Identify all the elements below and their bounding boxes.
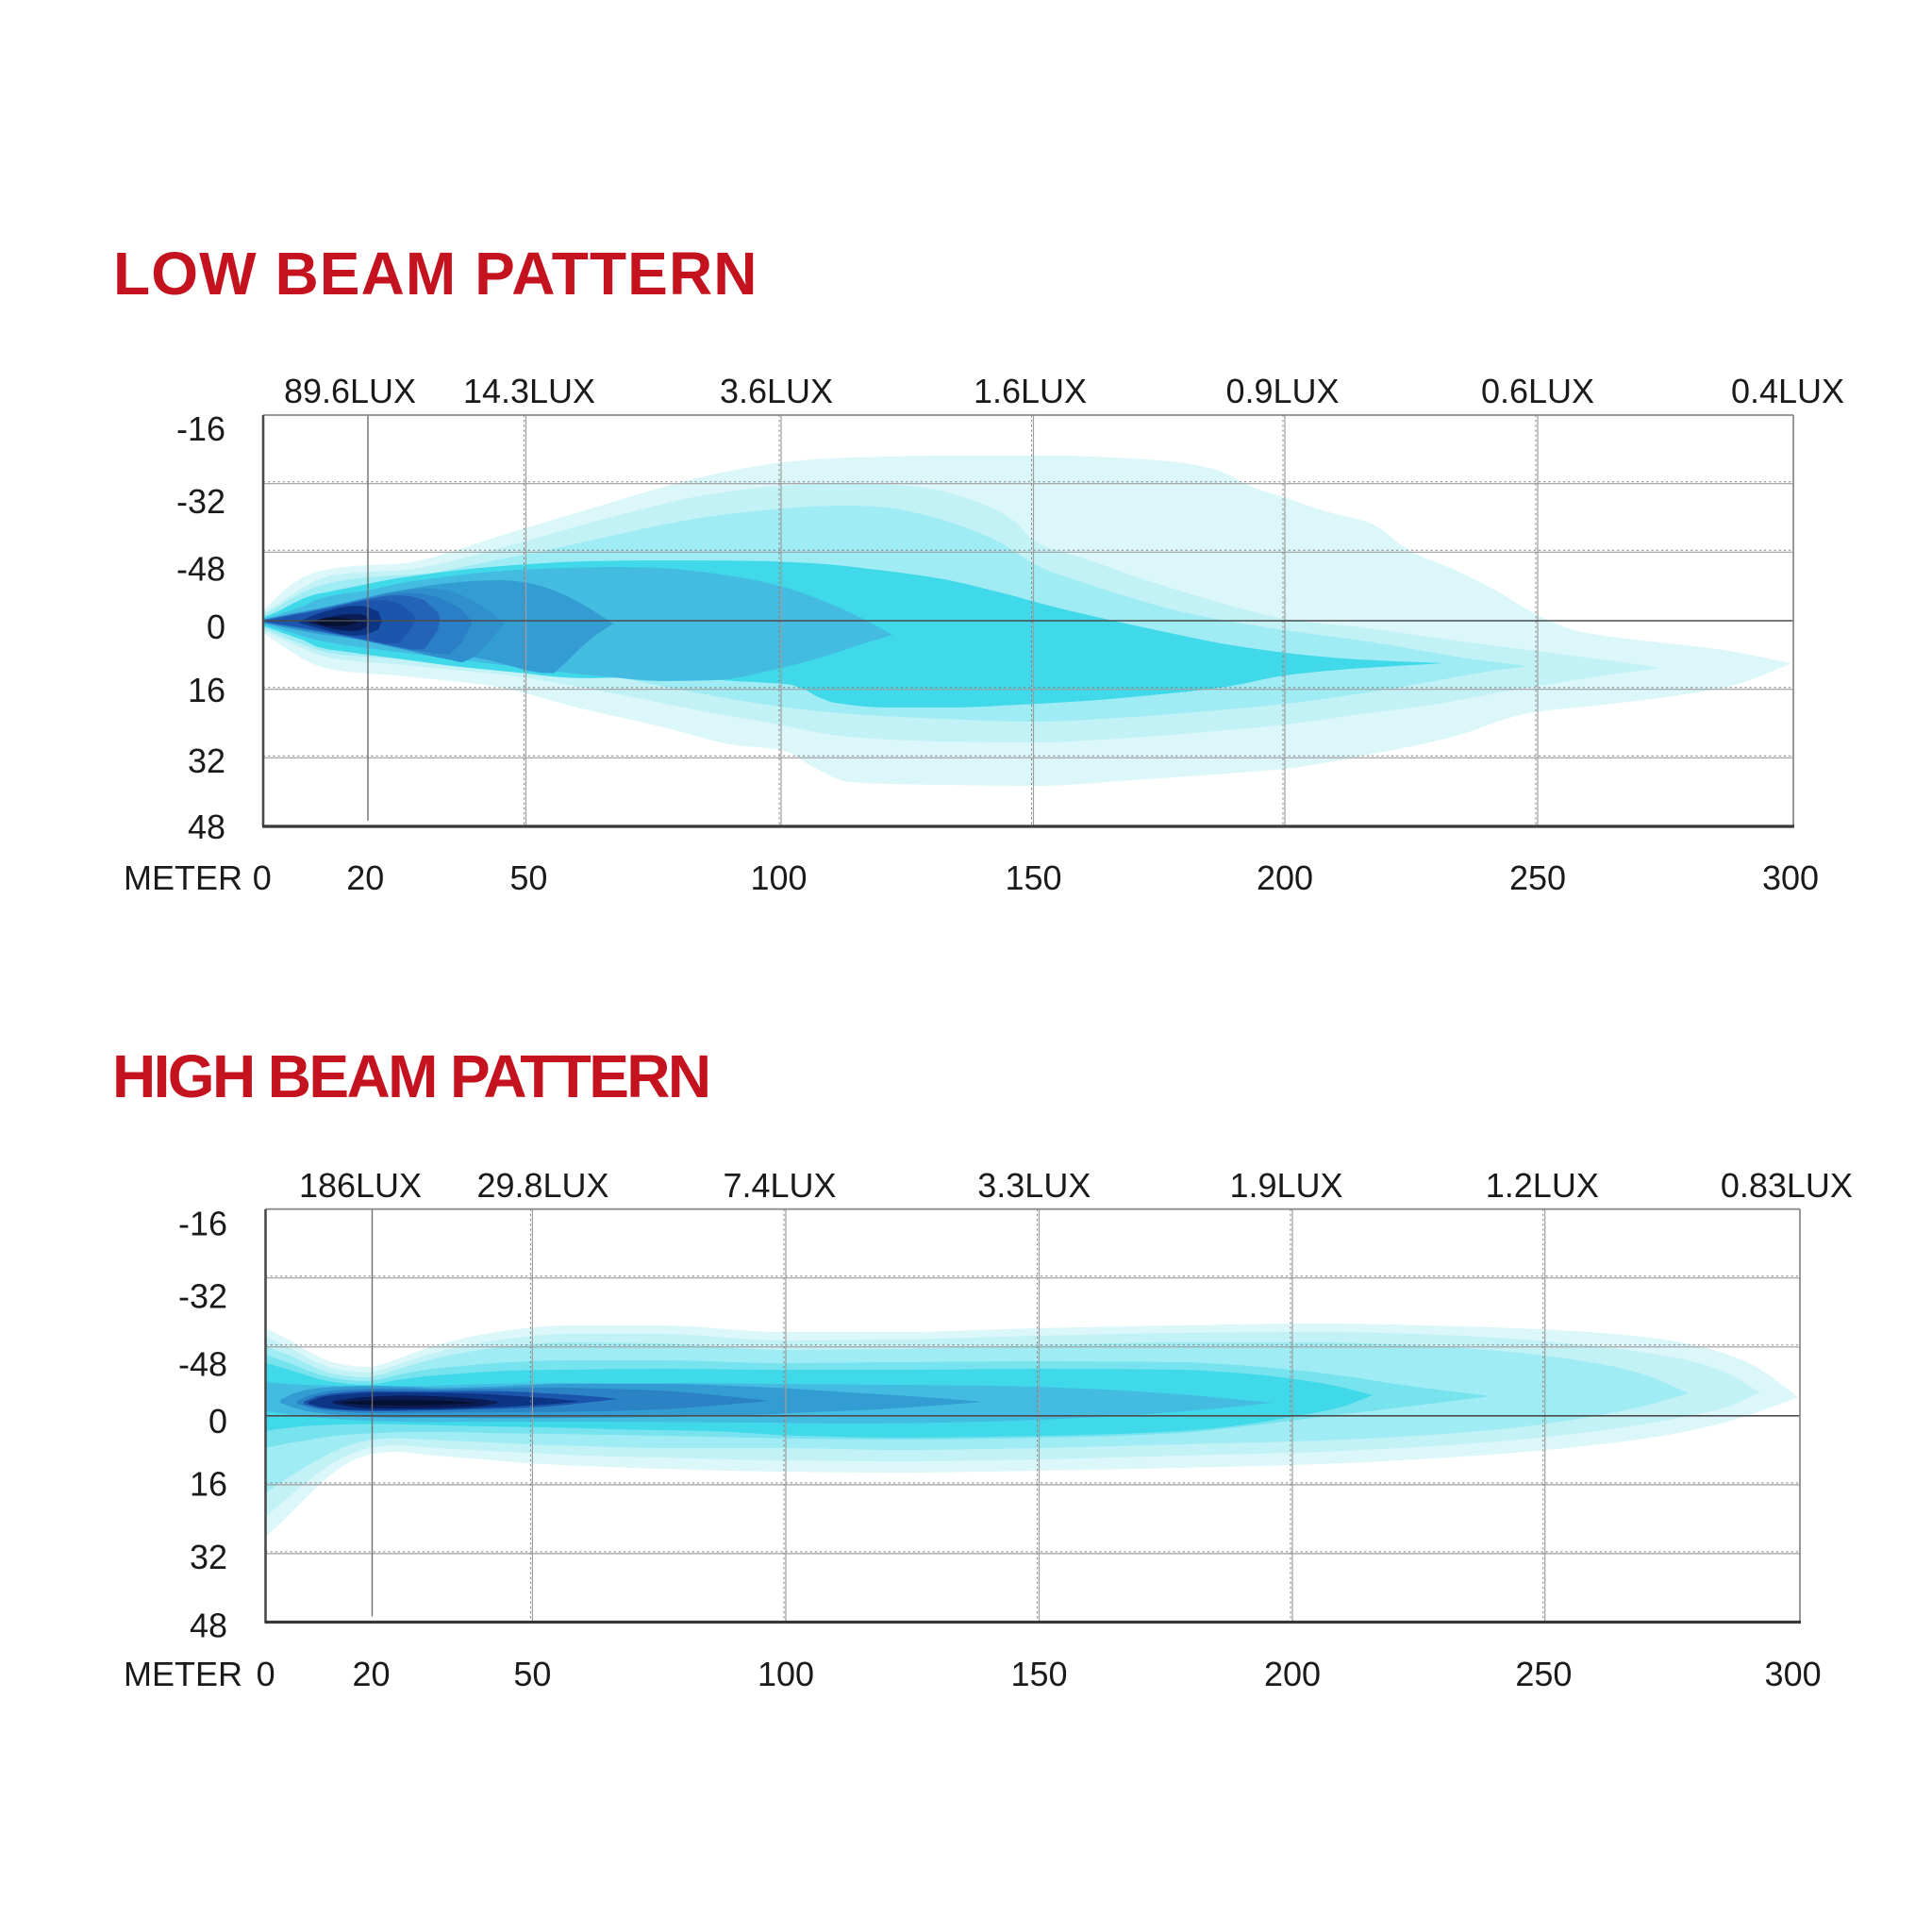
svg-text:250: 250 xyxy=(1509,858,1566,897)
svg-text:29.8LUX: 29.8LUX xyxy=(476,1166,608,1205)
svg-text:-48: -48 xyxy=(176,549,225,588)
svg-text:32: 32 xyxy=(188,741,225,780)
svg-text:-48: -48 xyxy=(178,1345,227,1384)
svg-text:50: 50 xyxy=(509,858,547,897)
svg-text:METER: METER xyxy=(124,858,242,897)
svg-text:0.4LUX: 0.4LUX xyxy=(1731,372,1844,410)
svg-text:50: 50 xyxy=(513,1655,551,1693)
svg-text:250: 250 xyxy=(1515,1655,1572,1693)
svg-text:0.9LUX: 0.9LUX xyxy=(1225,372,1339,410)
svg-text:3.6LUX: 3.6LUX xyxy=(720,372,833,410)
svg-text:1.9LUX: 1.9LUX xyxy=(1229,1166,1342,1205)
svg-text:32: 32 xyxy=(190,1538,227,1576)
svg-text:150: 150 xyxy=(1005,858,1061,897)
svg-text:1.2LUX: 1.2LUX xyxy=(1486,1166,1599,1205)
svg-text:3.3LUX: 3.3LUX xyxy=(977,1166,1091,1205)
svg-text:186LUX: 186LUX xyxy=(299,1166,422,1205)
svg-text:0: 0 xyxy=(207,608,225,646)
svg-text:100: 100 xyxy=(758,1655,814,1693)
svg-text:48: 48 xyxy=(188,808,225,846)
svg-text:METER: METER xyxy=(124,1655,242,1693)
svg-text:200: 200 xyxy=(1264,1655,1321,1693)
svg-text:48: 48 xyxy=(190,1606,227,1644)
svg-text:-16: -16 xyxy=(178,1205,227,1243)
svg-text:HIGH BEAM PATTERN: HIGH BEAM PATTERN xyxy=(112,1042,709,1110)
svg-text:0: 0 xyxy=(208,1402,227,1441)
svg-text:-32: -32 xyxy=(178,1276,227,1315)
svg-text:100: 100 xyxy=(750,858,807,897)
svg-text:LOW BEAM PATTERN: LOW BEAM PATTERN xyxy=(113,240,758,308)
svg-text:20: 20 xyxy=(352,1655,390,1693)
svg-text:0.83LUX: 0.83LUX xyxy=(1721,1166,1853,1205)
svg-text:14.3LUX: 14.3LUX xyxy=(463,372,595,410)
svg-text:-16: -16 xyxy=(176,409,225,448)
svg-text:0: 0 xyxy=(253,858,272,897)
svg-text:0: 0 xyxy=(257,1655,275,1693)
svg-text:200: 200 xyxy=(1257,858,1313,897)
svg-text:-32: -32 xyxy=(176,482,225,521)
svg-text:20: 20 xyxy=(346,858,384,897)
svg-text:1.6LUX: 1.6LUX xyxy=(974,372,1087,410)
svg-text:300: 300 xyxy=(1762,858,1819,897)
svg-text:7.4LUX: 7.4LUX xyxy=(723,1166,836,1205)
svg-text:150: 150 xyxy=(1010,1655,1067,1693)
svg-text:16: 16 xyxy=(190,1464,227,1503)
svg-text:89.6LUX: 89.6LUX xyxy=(284,372,416,410)
svg-text:300: 300 xyxy=(1765,1655,1822,1693)
svg-text:0.6LUX: 0.6LUX xyxy=(1481,372,1594,410)
svg-text:16: 16 xyxy=(188,671,225,709)
